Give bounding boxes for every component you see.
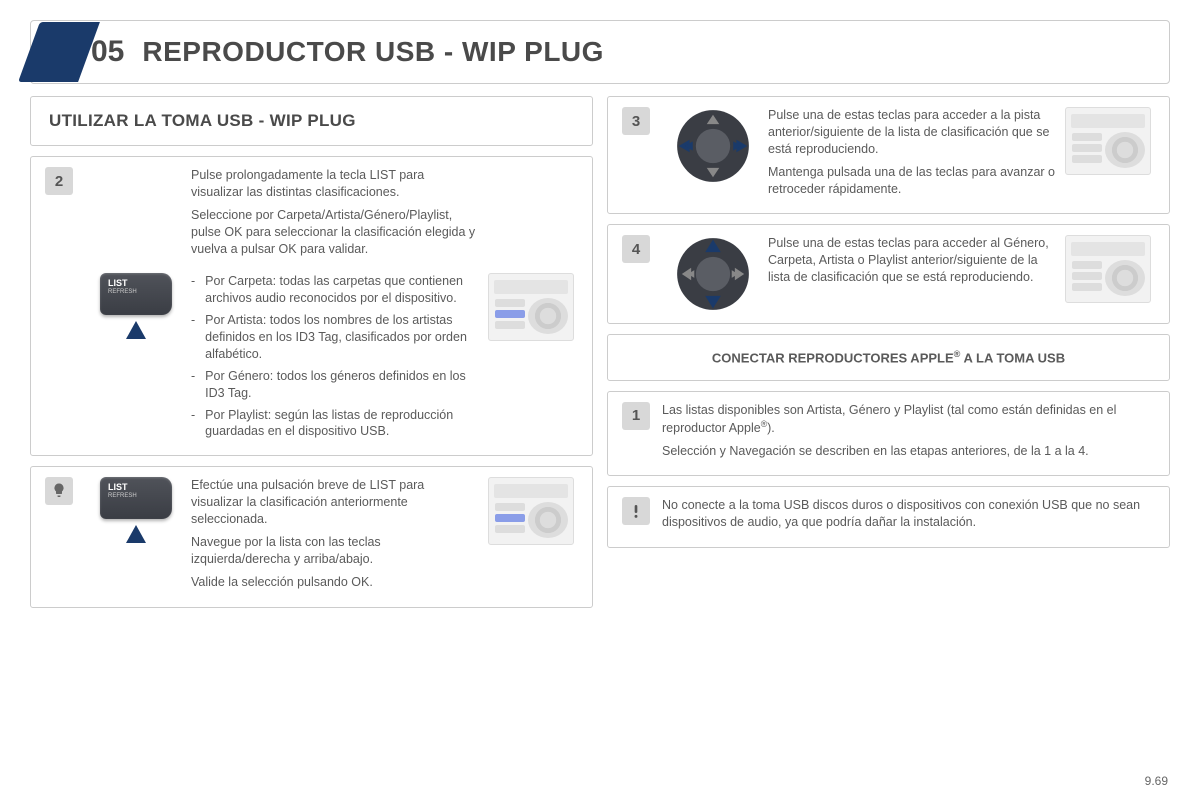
radio-thumbnail-icon	[488, 273, 574, 341]
tip-p3: Valide la selección pulsando OK.	[191, 574, 478, 591]
warning-text: No conecte a la toma USB discos duros o …	[662, 497, 1155, 537]
page-header: 05 REPRODUCTOR USB - WIP PLUG	[30, 20, 1170, 84]
step-4-p1: Pulse una de estas teclas para acceder a…	[768, 235, 1055, 286]
step-4-badge: 4	[622, 235, 650, 263]
bullet-genero: Por Género: todos los géneros definidos …	[205, 368, 478, 402]
step-2-panel: 2 Pulse prolongadamente la tecla LIST pa…	[30, 156, 593, 456]
dial-up-down-icon	[674, 235, 752, 313]
warning-panel: No conecte a la toma USB discos duros o …	[607, 486, 1170, 548]
apple-subsection-title: CONECTAR REPRODUCTORES APPLE® A LA TOMA …	[622, 345, 1155, 369]
step-2-p2: Seleccione por Carpeta/Artista/Género/Pl…	[191, 207, 478, 258]
chapter-number: 05	[91, 35, 124, 69]
apple-text: Las listas disponibles son Artista, Géne…	[662, 402, 1155, 466]
step-2-intro-text: Pulse prolongadamente la tecla LIST para…	[191, 167, 478, 263]
step-3-panel: 3 Pulse una de estas teclas para acce	[607, 96, 1170, 214]
apple-p2: Selección y Navegación se describen en l…	[662, 443, 1155, 460]
tip-p1: Efectúe una pulsación breve de LIST para…	[191, 477, 478, 528]
apple-step-badge: 1	[622, 402, 650, 430]
bullet-playlist: Por Playlist: según las listas de reprod…	[205, 407, 478, 441]
list-button-icon: LIST REFRESH	[100, 477, 172, 519]
tip-text: Efectúe una pulsación breve de LIST para…	[191, 477, 478, 596]
warning-p: No conecte a la toma USB discos duros o …	[662, 497, 1155, 531]
list-button-sublabel: REFRESH	[108, 493, 137, 499]
arrow-up-icon	[126, 525, 146, 543]
section-title: UTILIZAR LA TOMA USB - WIP PLUG	[49, 111, 574, 131]
step-4-text: Pulse una de estas teclas para acceder a…	[768, 235, 1055, 292]
tip-p2: Navegue por la lista con las teclas izqu…	[191, 534, 478, 568]
list-button-label: LIST	[108, 278, 128, 288]
list-button-graphic-2: LIST REFRESH	[91, 477, 181, 543]
bullet-artista: Por Artista: todos los nombres de los ar…	[205, 312, 478, 363]
lightbulb-icon	[50, 482, 68, 500]
list-button-sublabel: REFRESH	[108, 289, 137, 295]
radio-thumbnail-icon	[1065, 107, 1151, 175]
step-2-p1: Pulse prolongadamente la tecla LIST para…	[191, 167, 478, 201]
step-2-bullets: Por Carpeta: todas las carpetas que cont…	[191, 273, 478, 445]
radio-thumbnail-icon	[1065, 235, 1151, 303]
apple-step-panel: 1 Las listas disponibles son Artista, Gé…	[607, 391, 1170, 477]
step-2-badge: 2	[45, 167, 73, 195]
page-title: REPRODUCTOR USB - WIP PLUG	[142, 36, 604, 68]
list-button-label: LIST	[108, 482, 128, 492]
apple-title-panel: CONECTAR REPRODUCTORES APPLE® A LA TOMA …	[607, 334, 1170, 380]
radio-thumbnail-icon	[488, 477, 574, 545]
tip-icon	[45, 477, 73, 505]
step-3-p2: Mantenga pulsada una de las teclas para …	[768, 164, 1055, 198]
page-footer: 9.69	[1145, 774, 1168, 788]
apple-p1: Las listas disponibles son Artista, Géne…	[662, 402, 1155, 437]
step-3-text: Pulse una de estas teclas para acceder a…	[768, 107, 1055, 203]
exclamation-icon	[628, 503, 644, 519]
step-3-p1: Pulse una de estas teclas para acceder a…	[768, 107, 1055, 158]
arrow-up-icon	[126, 321, 146, 339]
dial-left-right-icon	[674, 107, 752, 185]
list-button-icon: LIST REFRESH	[100, 273, 172, 315]
tip-panel: LIST REFRESH Efectúe una pulsación breve…	[30, 466, 593, 607]
step-4-panel: 4 Pulse una de estas teclas para acce	[607, 224, 1170, 324]
section-title-panel: UTILIZAR LA TOMA USB - WIP PLUG	[30, 96, 593, 146]
list-button-graphic: LIST REFRESH	[91, 273, 181, 339]
warning-icon	[622, 497, 650, 525]
bullet-carpeta: Por Carpeta: todas las carpetas que cont…	[205, 273, 478, 307]
step-3-badge: 3	[622, 107, 650, 135]
